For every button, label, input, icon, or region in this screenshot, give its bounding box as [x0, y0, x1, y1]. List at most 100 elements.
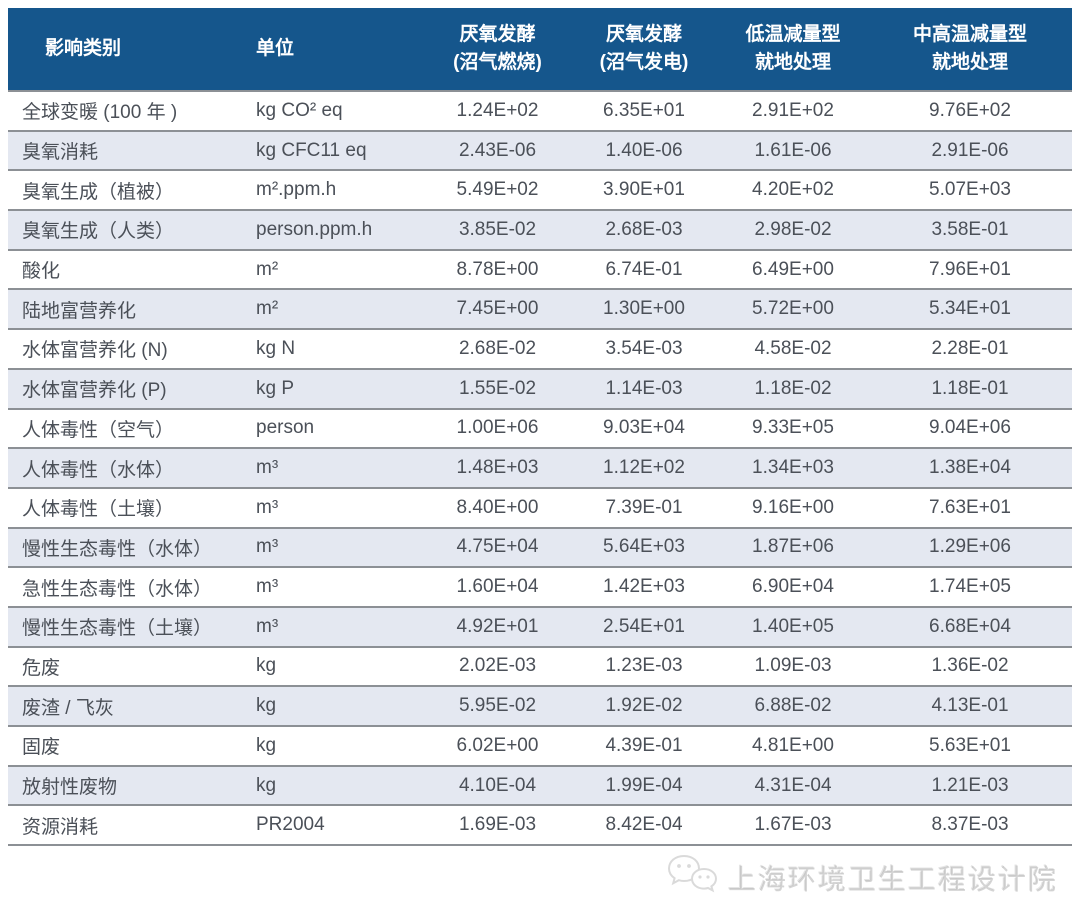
- value-cell: 4.92E+01: [425, 605, 570, 647]
- unit-cell: m³: [243, 566, 425, 607]
- header-impact-category: 影响类别: [8, 8, 243, 91]
- value-cell: 5.72E+00: [718, 288, 868, 330]
- unit-cell: m³: [243, 486, 425, 528]
- table-row: 全球变暖 (100 年 ) kg CO² eq 1.24E+02 6.35E+01 2.…: [8, 90, 1072, 131]
- value-cell: 1.18E-01: [868, 367, 1072, 409]
- impact-category-table: 影响类别 单位 厌氧发酵 (沼气燃烧) 厌氧发酵 (沼气发电) 低温减量型 就地…: [8, 8, 1072, 847]
- value-cell: 1.42E+03: [570, 566, 718, 607]
- watermark-text: 上海环境卫生工程设计院: [727, 863, 1058, 895]
- header-unit: 单位: [243, 8, 425, 91]
- unit-cell: m³: [243, 526, 425, 568]
- value-cell: 4.81E+00: [718, 725, 868, 766]
- category-cell: 臭氧消耗: [8, 129, 243, 171]
- unit-cell: person: [243, 407, 425, 449]
- value-cell: 1.14E-03: [570, 367, 718, 409]
- watermark: 上海环境卫生工程设计院: [666, 853, 1058, 902]
- value-cell: 1.40E+05: [718, 605, 868, 647]
- value-cell: 5.63E+01: [868, 725, 1072, 766]
- value-cell: 6.74E-01: [570, 248, 718, 290]
- value-cell: 1.40E-06: [570, 129, 718, 171]
- table-row: 慢性生态毒性（土壤） m³ 4.92E+01 2.54E+01 1.40E+05 6.68…: [8, 605, 1072, 647]
- table-row: 资源消耗 PR2004 1.69E-03 8.42E-04 1.67E-03 8.37E-…: [8, 804, 1072, 847]
- value-cell: 3.54E-03: [570, 328, 718, 369]
- value-cell: 1.34E+03: [718, 447, 868, 488]
- category-cell: 臭氧生成（植被）: [8, 169, 243, 211]
- value-cell: 7.96E+01: [868, 248, 1072, 290]
- value-cell: 1.12E+02: [570, 447, 718, 488]
- value-cell: 2.68E-03: [570, 209, 718, 250]
- unit-cell: kg CFC11 eq: [243, 129, 425, 171]
- value-cell: 6.35E+01: [570, 90, 718, 131]
- value-cell: 4.10E-04: [425, 764, 570, 806]
- value-cell: 1.61E-06: [718, 129, 868, 171]
- value-cell: 2.91E-06: [868, 129, 1072, 171]
- unit-cell: m²: [243, 288, 425, 330]
- category-cell: 臭氧生成（人类）: [8, 209, 243, 250]
- header-anaerobic-biogas-power: 厌氧发酵 (沼气发电): [570, 8, 718, 91]
- unit-cell: kg P: [243, 367, 425, 409]
- category-cell: 全球变暖 (100 年 ): [8, 90, 243, 131]
- category-cell: 水体富营养化 (P): [8, 367, 243, 409]
- table-row: 固废 kg 6.02E+00 4.39E-01 4.81E+00 5.63E+01: [8, 725, 1072, 766]
- value-cell: 5.64E+03: [570, 526, 718, 568]
- value-cell: 3.85E-02: [425, 209, 570, 250]
- value-cell: 1.23E-03: [570, 645, 718, 687]
- table-row: 酸化 m² 8.78E+00 6.74E-01 6.49E+00 7.96E+01: [8, 248, 1072, 290]
- category-cell: 人体毒性（水体）: [8, 447, 243, 488]
- unit-cell: kg N: [243, 328, 425, 369]
- table-row: 慢性生态毒性（水体） m³ 4.75E+04 5.64E+03 1.87E+06 1.29…: [8, 526, 1072, 568]
- category-cell: 废渣 / 飞灰: [8, 685, 243, 726]
- table-row: 人体毒性（空气） person 1.00E+06 9.03E+04 9.33E+05 9.…: [8, 407, 1072, 449]
- unit-cell: PR2004: [243, 804, 425, 847]
- value-cell: 1.00E+06: [425, 407, 570, 449]
- value-cell: 7.45E+00: [425, 288, 570, 330]
- value-cell: 6.88E-02: [718, 685, 868, 726]
- value-cell: 1.21E-03: [868, 764, 1072, 806]
- value-cell: 5.07E+03: [868, 169, 1072, 211]
- value-cell: 1.87E+06: [718, 526, 868, 568]
- value-cell: 9.16E+00: [718, 486, 868, 528]
- unit-cell: kg CO² eq: [243, 90, 425, 131]
- table-row: 人体毒性（土壤） m³ 8.40E+00 7.39E-01 9.16E+00 7.63E+…: [8, 486, 1072, 528]
- table-row: 放射性废物 kg 4.10E-04 1.99E-04 4.31E-04 1.21E-03: [8, 764, 1072, 806]
- value-cell: 5.95E-02: [425, 685, 570, 726]
- table-row: 急性生态毒性（水体） m³ 1.60E+04 1.42E+03 6.90E+04 1.74…: [8, 566, 1072, 607]
- category-cell: 酸化: [8, 248, 243, 290]
- value-cell: 2.43E-06: [425, 129, 570, 171]
- header-mid-high-temp-onsite: 中高温减量型 就地处理: [868, 8, 1072, 91]
- table-row: 水体富营养化 (P) kg P 1.55E-02 1.14E-03 1.18E-02 1.…: [8, 367, 1072, 409]
- category-cell: 慢性生态毒性（水体）: [8, 526, 243, 568]
- value-cell: 1.69E-03: [425, 804, 570, 847]
- table-row: 臭氧生成（人类） person.ppm.h 3.85E-02 2.68E-03 2.98…: [8, 209, 1072, 250]
- value-cell: 7.63E+01: [868, 486, 1072, 528]
- value-cell: 9.76E+02: [868, 90, 1072, 131]
- value-cell: 2.54E+01: [570, 605, 718, 647]
- category-cell: 固废: [8, 725, 243, 766]
- unit-cell: m²: [243, 248, 425, 290]
- value-cell: 4.20E+02: [718, 169, 868, 211]
- category-cell: 人体毒性（土壤）: [8, 486, 243, 528]
- table-row: 废渣 / 飞灰 kg 5.95E-02 1.92E-02 6.88E-02 4.13E-0…: [8, 685, 1072, 726]
- value-cell: 1.38E+04: [868, 447, 1072, 488]
- category-cell: 人体毒性（空气）: [8, 407, 243, 449]
- table-row: 臭氧生成（植被） m².ppm.h 5.49E+02 3.90E+01 4.20E+02…: [8, 169, 1072, 211]
- unit-cell: m³: [243, 605, 425, 647]
- value-cell: 6.49E+00: [718, 248, 868, 290]
- value-cell: 9.04E+06: [868, 407, 1072, 449]
- value-cell: 1.92E-02: [570, 685, 718, 726]
- value-cell: 2.91E+02: [718, 90, 868, 131]
- unit-cell: kg: [243, 764, 425, 806]
- unit-cell: m².ppm.h: [243, 169, 425, 211]
- value-cell: 1.74E+05: [868, 566, 1072, 607]
- value-cell: 1.36E-02: [868, 645, 1072, 687]
- category-cell: 水体富营养化 (N): [8, 328, 243, 369]
- value-cell: 7.39E-01: [570, 486, 718, 528]
- value-cell: 6.02E+00: [425, 725, 570, 766]
- value-cell: 1.30E+00: [570, 288, 718, 330]
- value-cell: 1.67E-03: [718, 804, 868, 847]
- unit-cell: person.ppm.h: [243, 209, 425, 250]
- table-header-row: 影响类别 单位 厌氧发酵 (沼气燃烧) 厌氧发酵 (沼气发电) 低温减量型 就地…: [8, 8, 1072, 91]
- value-cell: 2.98E-02: [718, 209, 868, 250]
- value-cell: 1.55E-02: [425, 367, 570, 409]
- value-cell: 5.34E+01: [868, 288, 1072, 330]
